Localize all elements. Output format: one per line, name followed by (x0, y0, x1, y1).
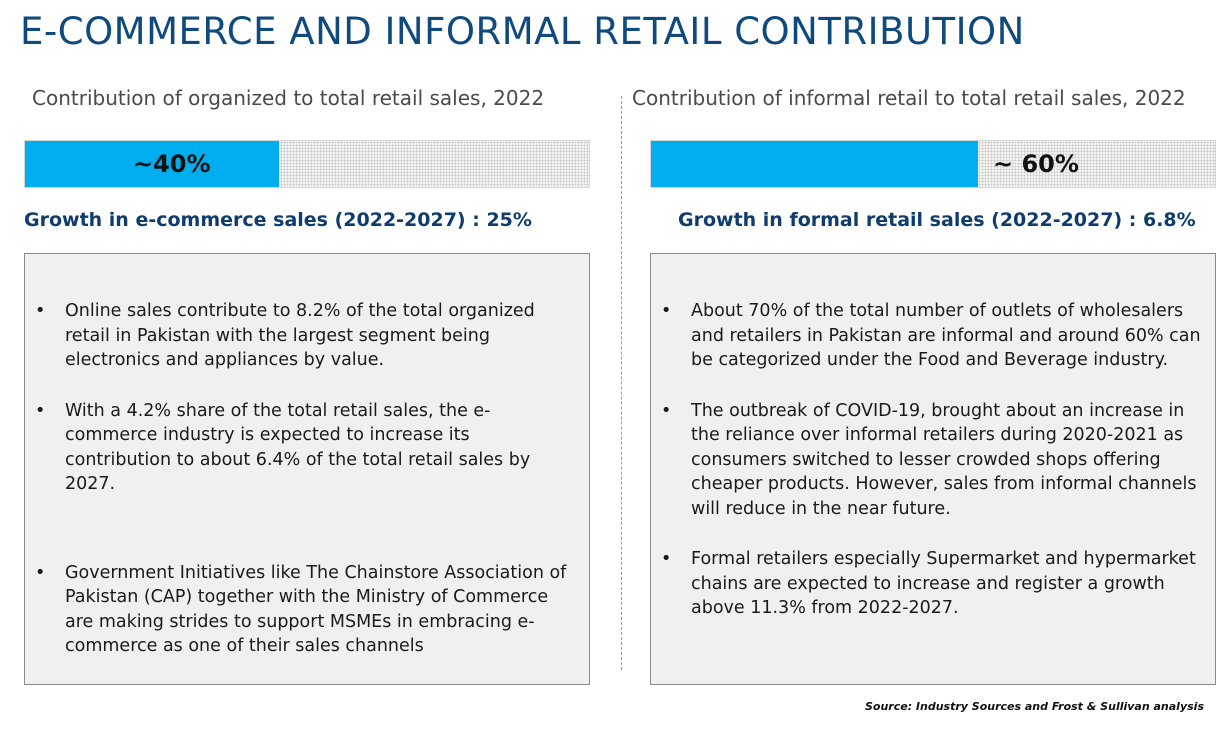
bullet-item: • Online sales contribute to 8.2% of the… (25, 299, 589, 373)
bullet-item: • Government Initiatives like The Chains… (25, 561, 589, 659)
bullet-text: Online sales contribute to 8.2% of the t… (65, 301, 535, 370)
informal-share-bar: ~ 60% (650, 140, 1216, 188)
bullet-text: Formal retailers especially Supermarket … (691, 549, 1196, 618)
ecommerce-notes-box: • Online sales contribute to 8.2% of the… (24, 253, 590, 685)
informal-retail-notes-box: • About 70% of the total number of outle… (650, 253, 1216, 685)
source-note: Source: Industry Sources and Frost & Sul… (864, 700, 1204, 713)
organized-share-label: ~40% (133, 150, 211, 178)
right-subtitle: Contribution of informal retail to total… (632, 86, 1186, 110)
bullet-item: • With a 4.2% share of the total retail … (25, 399, 589, 497)
bullet-item: • The outbreak of COVID-19, brought abou… (651, 399, 1215, 522)
bullet-icon: • (661, 301, 672, 321)
formal-retail-growth-heading: Growth in formal retail sales (2022-2027… (678, 209, 1196, 231)
bullet-text: The outbreak of COVID-19, brought about … (691, 400, 1197, 519)
bullet-item: • Formal retailers especially Supermarke… (651, 547, 1215, 621)
bullet-icon: • (661, 549, 672, 569)
informal-retail-bullet-list: • About 70% of the total number of outle… (651, 299, 1215, 621)
left-subtitle: Contribution of organized to total retai… (32, 86, 545, 110)
organized-share-bar-fill (25, 141, 279, 187)
page-title: E-COMMERCE AND INFORMAL RETAIL CONTRIBUT… (20, 10, 1025, 53)
bullet-icon: • (661, 400, 672, 421)
organized-share-bar: ~40% (24, 140, 590, 188)
bullet-item: • About 70% of the total number of outle… (651, 299, 1215, 373)
bullet-text: Government Initiatives like The Chainsto… (65, 562, 567, 657)
informal-share-bar-fill (651, 141, 979, 187)
bullet-text: With a 4.2% share of the total retail sa… (65, 400, 531, 495)
ecommerce-growth-heading: Growth in e-commerce sales (2022-2027) :… (24, 209, 532, 231)
ecommerce-bullet-list: • Online sales contribute to 8.2% of the… (25, 299, 589, 659)
bullet-icon: • (35, 301, 46, 321)
bullet-icon: • (35, 562, 46, 583)
informal-share-label: ~ 60% (993, 150, 1079, 178)
bullet-text: About 70% of the total number of outlets… (691, 301, 1201, 370)
column-divider (621, 96, 622, 670)
bullet-icon: • (35, 400, 46, 421)
